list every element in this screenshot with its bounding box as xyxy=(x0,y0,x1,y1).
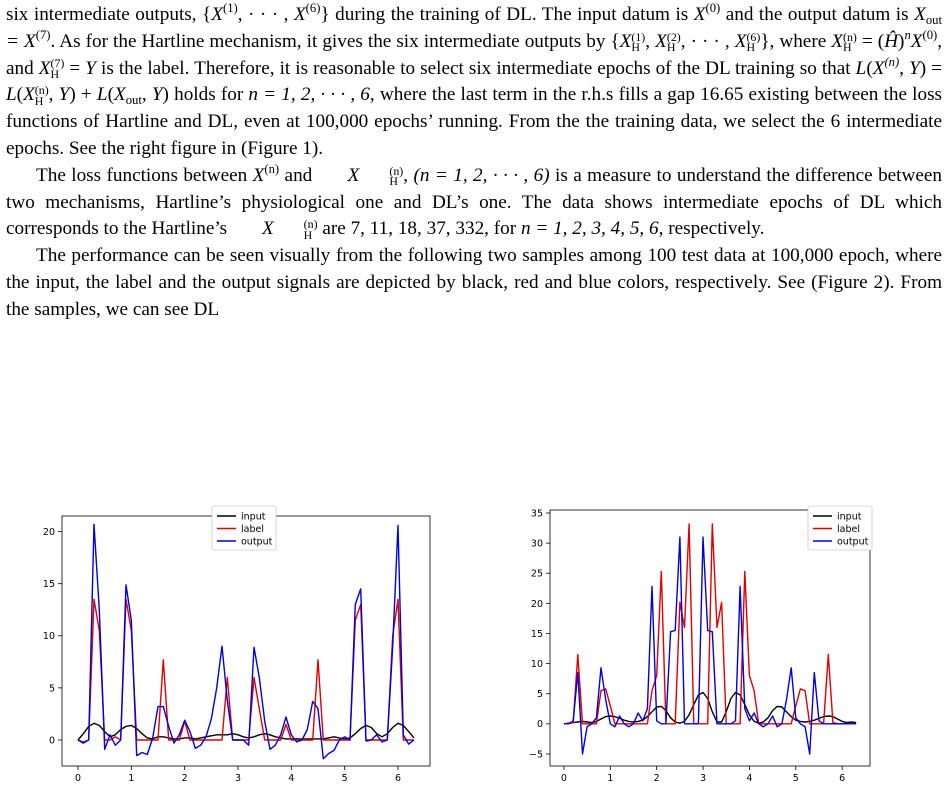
y-tick-label: 10 xyxy=(43,631,55,642)
y-tick-label: 0 xyxy=(537,719,543,730)
figure-left-plot: 0 1 2 3 4 5 6 0 5 10 15 20 input label output xyxy=(0,500,474,794)
x-tick-label: 1 xyxy=(128,773,134,784)
text-run: }, where xyxy=(760,30,832,52)
text-run: } during the training of DL. The input d… xyxy=(320,4,694,25)
y-tick-label: 30 xyxy=(531,539,543,550)
text-run: , xyxy=(403,164,414,186)
x-tick-label: 6 xyxy=(839,773,845,784)
legend-label-output: output xyxy=(837,536,869,547)
math-xn: X(n) xyxy=(252,161,280,186)
text-run: The performance can be seen visually fro… xyxy=(6,245,942,320)
text-run: is a measure to understand the differenc… xyxy=(6,164,942,240)
y-tick-label: 20 xyxy=(43,527,55,538)
legend-box xyxy=(807,505,873,551)
legend-label-label: label xyxy=(837,524,860,535)
y-tick-label: 15 xyxy=(43,579,55,590)
math-xh1: X (1) H xyxy=(619,29,646,55)
math-y: Y xyxy=(85,57,96,79)
legend-label-output: output xyxy=(241,536,273,547)
text-run: and xyxy=(279,164,318,186)
text-run: six intermediate outputs, { xyxy=(6,4,212,25)
text-run: . As for the Hartline mechanism, it give… xyxy=(50,30,620,52)
text-run: holds for xyxy=(168,84,249,106)
plot-frame xyxy=(549,509,871,767)
paper-body-text: six intermediate outputs, {X(1), · · · ,… xyxy=(6,2,942,324)
math-n-range: n = 1, 2, · · · , 6 xyxy=(248,84,370,106)
x-tick-label: 2 xyxy=(654,773,660,784)
y-tick-label: 20 xyxy=(531,599,543,610)
y-tick-label: 10 xyxy=(531,659,543,670)
y-tick-label: 5 xyxy=(49,683,55,694)
text-run: is the label. Therefore, it is reasonabl… xyxy=(95,57,856,79)
y-tick-label: 5 xyxy=(537,689,543,700)
math-xout: Xout = X(7) xyxy=(6,4,943,52)
x-tick-label: 0 xyxy=(561,773,567,784)
math-x6: X(6) xyxy=(293,1,321,25)
paragraph-2: The loss functions between X(n) and X (n)… xyxy=(6,163,942,243)
x-tick-label: 3 xyxy=(700,773,706,784)
text-run: , respectively. xyxy=(658,218,765,240)
math-dots: · · · , xyxy=(248,4,289,25)
series-line-output xyxy=(563,536,857,755)
text-run: , and xyxy=(6,30,943,79)
y-tick-label: 35 xyxy=(531,508,543,519)
x-tick-label: 0 xyxy=(75,773,81,784)
y-tick-label: −5 xyxy=(529,749,543,760)
math-x1: X(1) xyxy=(211,1,238,25)
x-tick-label: 6 xyxy=(395,773,401,784)
math-xhn-3: X (n) H xyxy=(261,217,318,242)
math-n-range-paren: (n = 1, 2, · · · , 6) xyxy=(413,164,550,186)
figure-right-plot: 0 1 2 3 4 5 6 −5 0 5 10 15 20 25 30 35 input label output xyxy=(474,500,948,794)
text-run: are 7, 11, 18, 37, 332, for xyxy=(317,218,521,240)
x-tick-label: 1 xyxy=(607,773,613,784)
math-xhn-2: X (n) H xyxy=(347,163,404,189)
text-run: , where the last term in the r.h.s fills… xyxy=(6,84,943,159)
series-line-output xyxy=(77,523,415,760)
series-line-label xyxy=(563,523,857,725)
math-x0: X(0) xyxy=(693,1,721,25)
text-run: and the output datum is xyxy=(720,4,915,25)
x-tick-label: 2 xyxy=(182,773,188,784)
y-tick-label: 25 xyxy=(531,569,543,580)
legend-label-input: input xyxy=(241,511,266,522)
x-tick-label: 5 xyxy=(793,773,799,784)
legend-box xyxy=(211,505,277,551)
legend-label-label: label xyxy=(241,524,264,535)
math-xhn: X (n) H xyxy=(831,29,857,55)
math-xh2: X (2) H xyxy=(655,29,681,55)
series-line-input xyxy=(77,722,415,741)
math-xh6: X (6) H xyxy=(734,29,761,55)
x-tick-label: 4 xyxy=(288,773,294,784)
x-tick-label: 4 xyxy=(746,773,752,784)
math-hhat: Ĥ xyxy=(884,30,899,52)
y-tick-label: 0 xyxy=(49,735,55,746)
text-run: The loss functions between xyxy=(36,164,253,186)
x-tick-label: 3 xyxy=(235,773,241,784)
math-xh7: X (7) H xyxy=(38,56,65,82)
x-tick-label: 5 xyxy=(342,773,348,784)
legend-label-input: input xyxy=(837,511,862,522)
paragraph-1: six intermediate outputs, {X(1), · · · ,… xyxy=(6,1,943,159)
paragraph-3: The performance can be seen visually fro… xyxy=(6,243,942,323)
math-n-list: n = 1, 2, 3, 4, 5, 6 xyxy=(520,218,659,240)
y-tick-label: 15 xyxy=(531,629,543,640)
math-loss-eq: L xyxy=(855,57,867,79)
plot-frame xyxy=(61,515,431,767)
